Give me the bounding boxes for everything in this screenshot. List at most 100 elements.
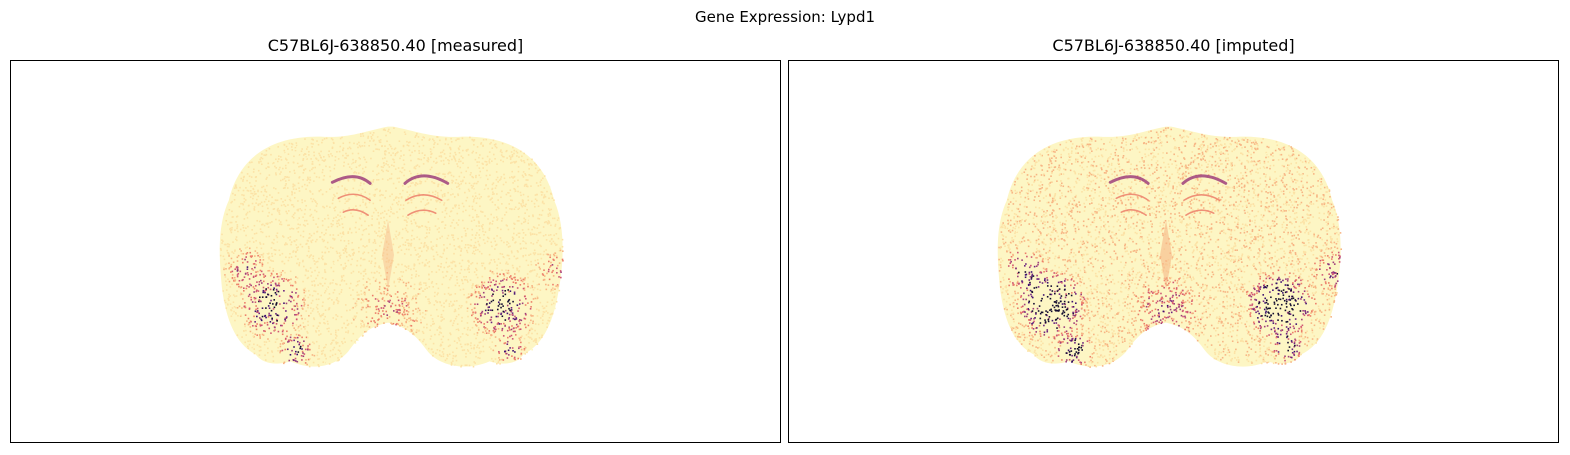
expression-spot	[471, 252, 474, 255]
expression-spot	[473, 347, 475, 350]
expression-spot	[392, 152, 394, 154]
expression-spot	[397, 246, 400, 249]
expression-spot	[336, 192, 338, 195]
expression-spot	[501, 329, 503, 332]
expression-spot	[374, 230, 376, 233]
expression-spot	[255, 290, 258, 293]
expression-spot	[471, 234, 474, 236]
expression-spot	[380, 185, 383, 187]
expression-spot	[416, 311, 419, 313]
expression-spot	[305, 148, 308, 150]
expression-spot	[453, 363, 455, 365]
expression-spot	[552, 269, 554, 272]
expression-spot	[1129, 192, 1132, 195]
expression-spot	[448, 159, 450, 162]
expression-spot	[340, 239, 342, 242]
expression-spot	[296, 217, 299, 220]
expression-spot	[296, 262, 298, 265]
expression-spot	[412, 332, 415, 334]
expression-spot	[1090, 329, 1093, 332]
expression-spot	[418, 226, 420, 229]
expression-spot	[310, 254, 312, 256]
expression-spot	[403, 310, 406, 313]
expression-spot	[436, 238, 438, 241]
expression-spot	[1055, 157, 1057, 159]
expression-spot	[379, 194, 381, 197]
expression-spot	[492, 329, 495, 332]
expression-spot	[487, 166, 490, 168]
expression-spot	[418, 165, 421, 168]
expression-spot	[496, 235, 498, 237]
expression-spot	[531, 345, 533, 348]
expression-spot	[287, 237, 290, 239]
expression-spot	[363, 258, 366, 261]
expression-spot	[454, 308, 456, 311]
expression-spot	[262, 273, 265, 276]
expression-spot	[430, 199, 432, 201]
expression-spot	[474, 192, 477, 195]
expression-spot	[514, 315, 516, 318]
expression-spot	[487, 312, 489, 314]
expression-spot	[530, 306, 532, 308]
expression-spot	[451, 274, 453, 277]
expression-spot	[514, 253, 516, 255]
expression-spot	[484, 286, 486, 289]
expression-spot	[314, 255, 317, 257]
expression-spot	[555, 243, 558, 246]
expression-spot	[500, 306, 502, 309]
expression-spot	[312, 139, 314, 141]
expression-spot	[359, 257, 362, 260]
expression-spot	[483, 323, 486, 325]
expression-spot	[269, 259, 272, 262]
expression-spot	[370, 157, 372, 160]
expression-spot	[259, 259, 262, 261]
expression-spot	[344, 341, 346, 343]
expression-spot	[260, 191, 263, 193]
expression-spot	[375, 249, 378, 251]
expression-spot	[516, 287, 519, 289]
expression-spot	[530, 263, 533, 266]
expression-spot	[259, 346, 262, 348]
expression-spot	[1087, 234, 1090, 236]
expression-spot	[420, 180, 423, 183]
expression-spot	[328, 363, 331, 365]
expression-spot	[456, 323, 459, 325]
expression-spot	[468, 214, 471, 217]
expression-spot	[1057, 256, 1060, 259]
expression-spot	[528, 329, 531, 332]
expression-spot	[433, 146, 435, 149]
expression-spot	[353, 178, 356, 181]
expression-spot	[1178, 146, 1180, 149]
expression-spot	[461, 236, 463, 238]
expression-spot	[487, 340, 489, 343]
expression-spot	[525, 179, 528, 181]
expression-spot	[340, 280, 343, 282]
expression-spot	[430, 316, 433, 318]
expression-spot	[546, 326, 548, 328]
expression-spot	[561, 258, 564, 261]
expression-spot	[421, 225, 424, 227]
expression-spot	[523, 337, 526, 340]
expression-spot	[435, 173, 438, 175]
expression-spot	[316, 308, 319, 310]
expression-spot	[491, 164, 494, 166]
expression-spot	[475, 246, 477, 249]
expression-spot	[484, 330, 487, 332]
expression-spot	[1123, 326, 1125, 328]
expression-spot	[1257, 239, 1260, 242]
expression-spot	[401, 324, 404, 327]
expression-spot	[465, 170, 468, 173]
expression-spot	[417, 158, 419, 160]
expression-spot	[554, 225, 557, 227]
expression-spot	[513, 220, 515, 222]
expression-spot	[486, 155, 489, 158]
expression-spot	[288, 176, 290, 179]
expression-spot	[483, 156, 486, 159]
expression-spot	[405, 198, 407, 200]
expression-spot	[509, 329, 511, 331]
expression-spot	[1168, 227, 1171, 230]
expression-spot	[523, 161, 526, 164]
expression-spot	[430, 153, 432, 156]
expression-spot	[547, 319, 549, 322]
expression-spot	[546, 301, 549, 304]
